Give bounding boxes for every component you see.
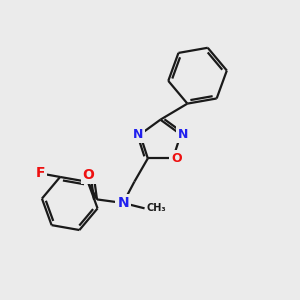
Text: N: N: [117, 196, 129, 210]
Text: O: O: [171, 152, 182, 166]
Text: N: N: [178, 128, 188, 141]
Text: N: N: [133, 128, 143, 141]
Text: O: O: [83, 168, 94, 182]
Text: CH₃: CH₃: [146, 203, 166, 213]
Text: F: F: [35, 167, 45, 180]
